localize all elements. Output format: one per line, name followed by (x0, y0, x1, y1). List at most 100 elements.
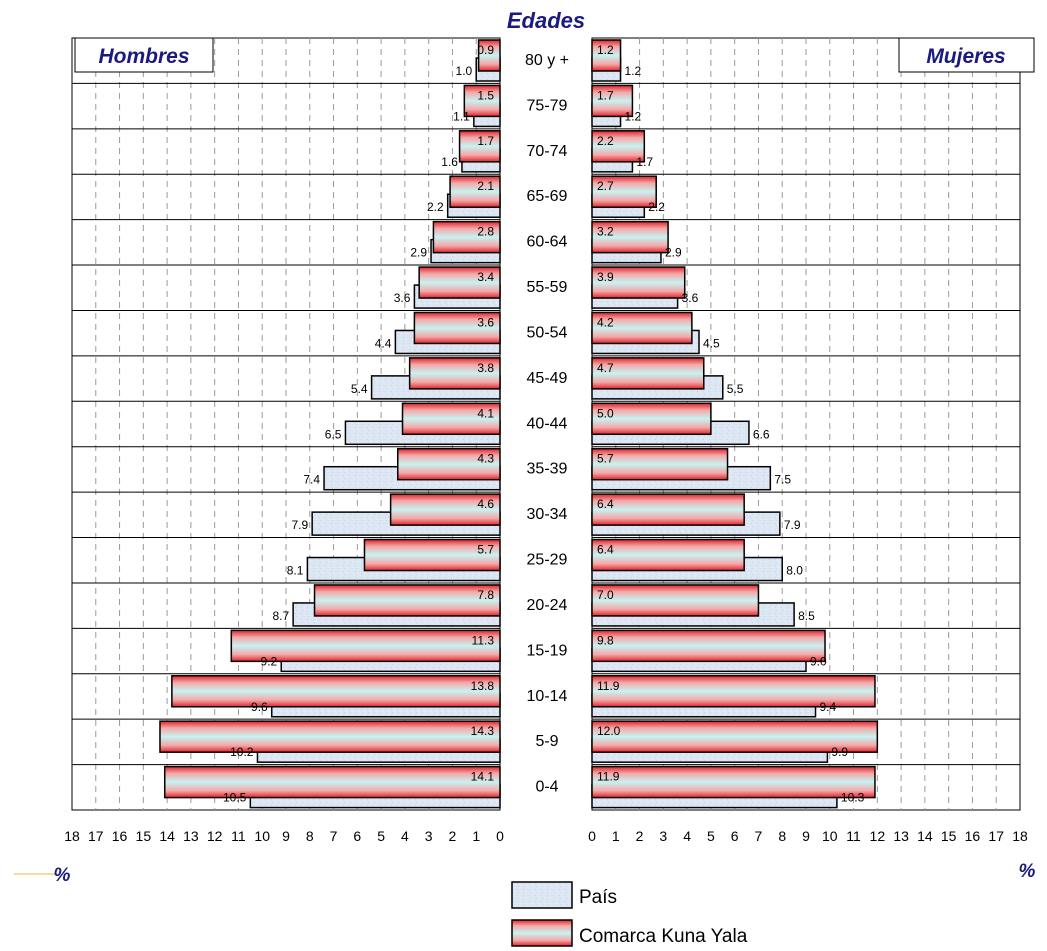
data-label-kuna-yala-mujeres: 11.9 (597, 770, 620, 784)
data-label-kuna-yala-hombres: 1.5 (477, 88, 494, 102)
bar-kuna-yala-hombres (432, 220, 501, 254)
data-label-pais-hombres: 7.9 (291, 518, 308, 532)
data-label-kuna-yala-hombres: 3.8 (477, 361, 494, 375)
legend-label-pais: País (579, 887, 617, 908)
data-label-pais-mujeres: 1.2 (625, 64, 642, 78)
x-tick-label: 2 (449, 828, 457, 844)
x-tick-label: 18 (64, 828, 80, 844)
data-label-pais-mujeres: 10.3 (841, 791, 865, 805)
data-label-kuna-yala-mujeres: 1.2 (597, 43, 614, 57)
x-tick-label: 17 (88, 828, 104, 844)
data-label-kuna-yala-mujeres: 3.9 (597, 270, 614, 284)
age-group-label: 40-44 (527, 415, 568, 432)
bar-kuna-yala-mujeres (591, 311, 693, 345)
data-label-pais-mujeres: 2.9 (665, 246, 682, 260)
x-tick-label: 11 (846, 828, 861, 844)
age-group-label: 35-39 (527, 461, 568, 478)
data-label-kuna-yala-hombres: 5.7 (477, 543, 494, 557)
age-group-label: 10-14 (527, 688, 568, 705)
age-group-label: 5-9 (535, 733, 558, 750)
mujeres-bars: 1.2 1.2 1.7 1.2 2.2 1.7 2.7 2.2 3.2 2.9 3.9 3.6 4.2 4… (591, 39, 879, 809)
x-tick-label: 5 (707, 828, 715, 844)
bar-kuna-yala-mujeres (591, 402, 712, 436)
mujeres-label-box (898, 37, 1035, 73)
x-tick-label: 0 (496, 828, 504, 844)
data-label-pais-hombres: 8.1 (287, 564, 304, 578)
mujeres-label: Mujeres (926, 45, 1005, 68)
data-label-kuna-yala-hombres: 4.1 (477, 406, 494, 420)
data-label-pais-hombres: 9.2 (261, 654, 278, 668)
x-tick-label: 16 (965, 828, 981, 844)
x-tick-label: 13 (893, 828, 909, 844)
age-group-label: 80 y + (525, 52, 569, 69)
data-label-kuna-yala-hombres: 13.8 (471, 679, 495, 693)
hombres-label-box (74, 37, 214, 73)
data-label-kuna-yala-mujeres: 4.7 (597, 361, 614, 375)
age-group-label: 60-64 (527, 234, 568, 251)
data-label-kuna-yala-hombres: 3.4 (477, 270, 494, 284)
hombres-x-axis: 18 17 16 15 14 13 12 11 10 9 8 7 6 5 4 3 2 1 0 (64, 828, 504, 844)
age-group-label: 30-34 (527, 506, 568, 523)
x-tick-label: 15 (136, 828, 152, 844)
x-tick-label: 9 (282, 828, 290, 844)
data-label-pais-mujeres: 9.9 (831, 745, 848, 759)
data-label-kuna-yala-hombres: 14.1 (471, 770, 495, 784)
x-tick-label: 14 (159, 828, 175, 844)
data-label-kuna-yala-mujeres: 6.4 (597, 543, 614, 557)
data-label-kuna-yala-mujeres: 4.2 (597, 315, 614, 329)
x-tick-label: 0 (588, 828, 596, 844)
age-group-label: 0-4 (535, 779, 558, 796)
data-label-pais-hombres: 10.5 (223, 791, 247, 805)
x-tick-label: 1 (472, 828, 480, 844)
mujeres-x-axis: 0 1 2 3 4 5 6 7 8 9 10 11 12 13 14 15 16 17 18 (588, 828, 1028, 844)
data-label-pais-hombres: 9.6 (251, 700, 268, 714)
data-label-kuna-yala-hombres: 1.7 (477, 134, 494, 148)
data-label-kuna-yala-hombres: 7.8 (477, 588, 494, 602)
age-group-labels: 80 y + 75-79 70-74 65-69 60-64 55-59 50-54 45-4… (525, 52, 569, 796)
age-group-label: 15-19 (527, 642, 568, 659)
data-label-pais-mujeres: 4.5 (703, 336, 720, 350)
bar-kuna-yala-mujeres (591, 39, 622, 72)
mujeres-panel: 1.2 1.2 1.7 1.2 2.2 1.7 2.7 2.2 3.2 2.9 3.9 3.6 4.2 4… (588, 37, 1035, 844)
x-tick-label: 14 (917, 828, 933, 844)
x-tick-label: 5 (377, 828, 385, 844)
x-tick-label: 3 (425, 828, 433, 844)
age-group-label: 25-29 (527, 552, 568, 569)
legend-item-kuna-yala: Comarca Kuna Yala (511, 919, 748, 947)
data-label-kuna-yala-hombres: 4.6 (477, 497, 494, 511)
x-tick-label: 11 (231, 828, 246, 844)
data-label-pais-mujeres: 8.5 (798, 609, 815, 623)
data-label-kuna-yala-mujeres: 12.0 (597, 724, 621, 738)
data-label-pais-hombres: 2.2 (427, 200, 444, 214)
data-label-pais-mujeres: 5.5 (727, 382, 744, 396)
legend-label-kuna-yala: Comarca Kuna Yala (579, 926, 748, 947)
x-tick-label: 6 (353, 828, 361, 844)
bar-kuna-yala-mujeres (591, 720, 879, 753)
bar-kuna-yala-hombres (171, 675, 501, 708)
age-group-label: 45-49 (527, 370, 568, 387)
legend-swatch-kuna-yala (511, 919, 573, 947)
age-group-label: 50-54 (527, 324, 568, 341)
bar-kuna-yala-mujeres (591, 84, 634, 118)
bar-kuna-yala-mujeres (591, 629, 826, 663)
x-tick-label: 10 (254, 828, 270, 844)
x-tick-label: 3 (659, 828, 667, 844)
bar-kuna-yala-mujeres (591, 447, 729, 481)
data-label-kuna-yala-mujeres: 6.4 (597, 497, 614, 511)
data-label-kuna-yala-hombres: 4.3 (477, 452, 494, 466)
data-label-kuna-yala-mujeres: 7.0 (597, 588, 614, 602)
data-label-pais-mujeres: 1.7 (636, 155, 653, 169)
hombres-panel: 0.9 1.0 1.5 1.1 1.7 1.6 2.1 2.2 2.8 2.9 3.4 3.6 3.6 4… (64, 37, 504, 844)
data-label-kuna-yala-hombres: 3.6 (477, 315, 494, 329)
data-label-pais-hombres: 1.6 (441, 155, 458, 169)
age-group-label: 70-74 (527, 143, 568, 160)
data-label-pais-mujeres: 6.6 (753, 427, 770, 441)
x-tick-label: 12 (207, 828, 223, 844)
bar-kuna-yala-hombres (477, 39, 501, 72)
x-tick-label: 18 (1012, 828, 1028, 844)
bar-kuna-yala-hombres (463, 84, 501, 118)
data-label-kuna-yala-mujeres: 5.0 (597, 406, 614, 420)
bar-kuna-yala-hombres (163, 765, 501, 799)
bar-kuna-yala-mujeres (591, 175, 657, 208)
